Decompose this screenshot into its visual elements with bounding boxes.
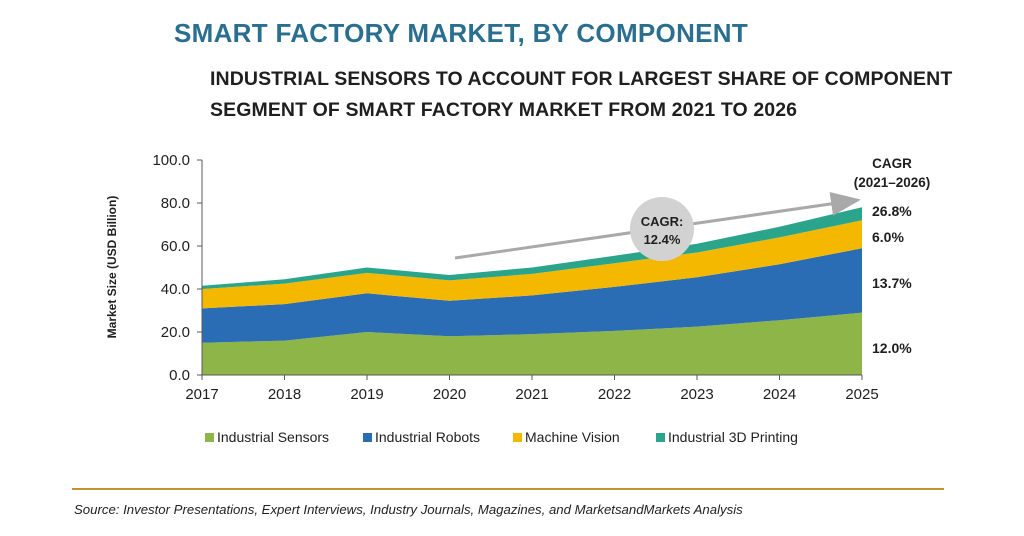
x-tick-label-8: 2025 <box>845 386 878 403</box>
subtitle-line-1: INDUSTRIAL SENSORS TO ACCOUNT FOR LARGES… <box>210 68 953 90</box>
chart-title: SMART FACTORY MARKET, BY COMPONENT <box>174 18 749 48</box>
cagr-header-2: (2021–2026) <box>854 175 931 190</box>
area-layers <box>202 207 862 375</box>
legend-label-1: Industrial Robots <box>375 429 480 445</box>
legend-label-0: Industrial Sensors <box>217 429 329 445</box>
cagr-circle-line-1: CAGR: <box>641 214 684 229</box>
cagr-circle <box>630 197 694 261</box>
legend-label-2: Machine Vision <box>525 429 620 445</box>
area-2 <box>202 220 862 309</box>
y-tick-label-0: 0.0 <box>169 367 190 384</box>
y-axis: 0.0 20.0 40.0 60.0 80.0 100.0 <box>152 152 203 384</box>
x-tick-label-0: 2017 <box>185 386 218 403</box>
legend-swatch-0 <box>205 433 214 442</box>
legend-swatch-1 <box>363 433 372 442</box>
x-axis: 2017 2018 2019 2020 2021 2022 2023 2024 2025 <box>185 374 879 403</box>
legend: Industrial Sensors Industrial Robots Machi… <box>205 429 798 445</box>
source-note: Source: Investor Presentations, Expert I… <box>74 502 743 517</box>
x-tick-label-6: 2023 <box>680 386 713 403</box>
cagr-label-2: 6.0% <box>872 229 904 245</box>
cagr-labels: CAGR (2021–2026) 12.0% 13.7% 6.0% 26.8% <box>854 156 931 356</box>
chart-subtitle: INDUSTRIAL SENSORS TO ACCOUNT FOR LARGES… <box>210 64 952 126</box>
footer-divider <box>72 488 944 490</box>
y-axis-label: Market Size (USD Billion) <box>105 196 119 339</box>
area-0 <box>202 312 862 375</box>
x-tick-label-5: 2022 <box>598 386 631 403</box>
x-tick-label-1: 2018 <box>268 386 301 403</box>
y-tick-label-2: 40.0 <box>161 281 190 298</box>
legend-swatch-3 <box>656 433 665 442</box>
legend-label-3: Industrial 3D Printing <box>668 429 798 445</box>
area-1 <box>202 248 862 343</box>
y-tick-label-4: 80.0 <box>161 195 190 212</box>
cagr-annotation: CAGR: 12.4% <box>454 191 861 261</box>
x-tick-label-2: 2019 <box>350 386 383 403</box>
y-tick-label-3: 60.0 <box>161 238 190 255</box>
cagr-label-0: 12.0% <box>872 340 912 356</box>
x-tick-label-7: 2024 <box>763 386 796 403</box>
x-tick-label-3: 2020 <box>433 386 466 403</box>
cagr-circle-line-2: 12.4% <box>644 232 681 247</box>
cagr-label-3: 26.8% <box>872 203 912 219</box>
y-tick-label-1: 20.0 <box>161 324 190 341</box>
cagr-label-1: 13.7% <box>872 275 912 291</box>
x-tick-label-4: 2021 <box>515 386 548 403</box>
legend-swatch-2 <box>513 433 522 442</box>
y-tick-label-5: 100.0 <box>152 152 190 169</box>
area-3 <box>202 207 862 289</box>
subtitle-line-2: SEGMENT OF SMART FACTORY MARKET FROM 202… <box>210 99 798 121</box>
cagr-header-1: CAGR <box>872 156 912 171</box>
